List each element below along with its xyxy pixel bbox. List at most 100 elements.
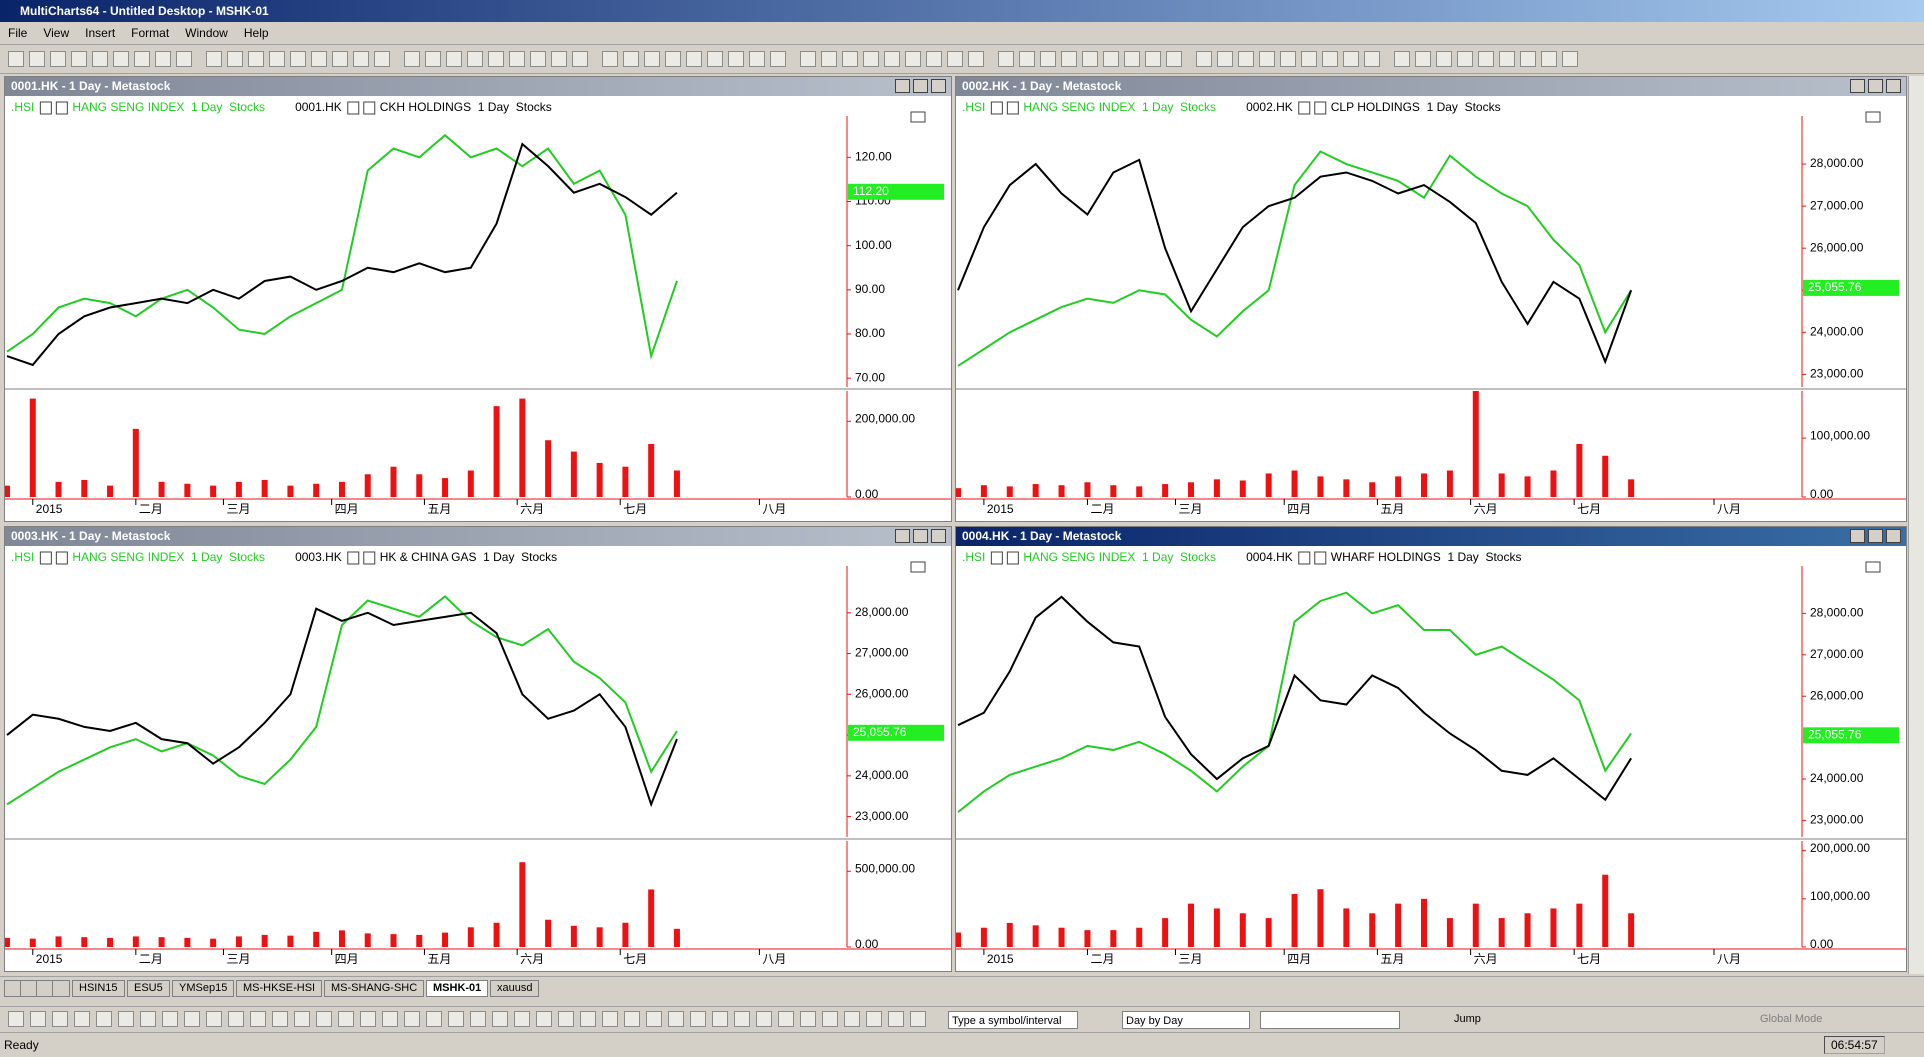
- toolbar-button[interactable]: [1124, 51, 1140, 67]
- draw-tool[interactable]: [888, 1011, 904, 1027]
- toolbar-button[interactable]: [1040, 51, 1056, 67]
- toolbar-button[interactable]: [1301, 51, 1317, 67]
- toolbar-button[interactable]: [1478, 51, 1494, 67]
- toolbar-button[interactable]: [800, 51, 816, 67]
- toolbar-button[interactable]: [530, 51, 546, 67]
- toolbar-button[interactable]: [1238, 51, 1254, 67]
- draw-tool[interactable]: [338, 1011, 354, 1027]
- toolbar-button[interactable]: [227, 51, 243, 67]
- menu-item[interactable]: Insert: [85, 26, 116, 40]
- toolbar-button[interactable]: [1259, 51, 1275, 67]
- toolbar-button[interactable]: [551, 51, 567, 67]
- toolbar-button[interactable]: [1364, 51, 1380, 67]
- toolbar-button[interactable]: [311, 51, 327, 67]
- draw-tool[interactable]: [602, 1011, 618, 1027]
- toolbar-button[interactable]: [947, 51, 963, 67]
- toolbar-button[interactable]: [623, 51, 639, 67]
- window-button[interactable]: [931, 79, 946, 93]
- toolbar-button[interactable]: [1082, 51, 1098, 67]
- toolbar-button[interactable]: [644, 51, 660, 67]
- toolbar-button[interactable]: [1499, 51, 1515, 67]
- toolbar-button[interactable]: [290, 51, 306, 67]
- toolbar-button[interactable]: [1061, 51, 1077, 67]
- draw-tool[interactable]: [668, 1011, 684, 1027]
- window-button[interactable]: [1868, 529, 1883, 543]
- toolbar-button[interactable]: [1166, 51, 1182, 67]
- toolbar-button[interactable]: [884, 51, 900, 67]
- draw-tool[interactable]: [822, 1011, 838, 1027]
- menu-item[interactable]: Format: [131, 26, 170, 40]
- draw-tool[interactable]: [756, 1011, 772, 1027]
- toolbar-button[interactable]: [1520, 51, 1536, 67]
- toolbar-button[interactable]: [1415, 51, 1431, 67]
- draw-tool[interactable]: [624, 1011, 640, 1027]
- draw-tool[interactable]: [228, 1011, 244, 1027]
- toolbar-button[interactable]: [968, 51, 984, 67]
- toolbar-button[interactable]: [1217, 51, 1233, 67]
- draw-tool[interactable]: [162, 1011, 178, 1027]
- toolbar-button[interactable]: [50, 51, 66, 67]
- window-button[interactable]: [913, 529, 928, 543]
- draw-tool[interactable]: [52, 1011, 68, 1027]
- draw-tool[interactable]: [206, 1011, 222, 1027]
- menu-item[interactable]: Window: [185, 26, 228, 40]
- draw-tool[interactable]: [536, 1011, 552, 1027]
- sheet-tab[interactable]: YMSep15: [172, 980, 235, 997]
- window-button[interactable]: [1850, 79, 1865, 93]
- sheet-tab[interactable]: MS-SHANG-SHC: [324, 980, 425, 997]
- sheet-tab[interactable]: MSHK-01: [426, 980, 489, 997]
- toolbar-button[interactable]: [770, 51, 786, 67]
- window-button[interactable]: [1886, 79, 1901, 93]
- toolbar-button[interactable]: [602, 51, 618, 67]
- toolbar-button[interactable]: [1394, 51, 1410, 67]
- menu-item[interactable]: View: [43, 26, 70, 40]
- tab-nav[interactable]: [52, 980, 70, 997]
- toolbar-button[interactable]: [176, 51, 192, 67]
- sheet-tab[interactable]: ESU5: [127, 980, 170, 997]
- draw-tool[interactable]: [492, 1011, 508, 1027]
- draw-tool[interactable]: [558, 1011, 574, 1027]
- draw-tool[interactable]: [778, 1011, 794, 1027]
- toolbar-button[interactable]: [1322, 51, 1338, 67]
- toolbar-button[interactable]: [269, 51, 285, 67]
- window-button[interactable]: [1850, 529, 1865, 543]
- toolbar-button[interactable]: [155, 51, 171, 67]
- draw-tool[interactable]: [118, 1011, 134, 1027]
- draw-tool[interactable]: [448, 1011, 464, 1027]
- draw-tool[interactable]: [360, 1011, 376, 1027]
- draw-tool[interactable]: [30, 1011, 46, 1027]
- draw-tool[interactable]: [8, 1011, 24, 1027]
- toolbar-button[interactable]: [71, 51, 87, 67]
- draw-tool[interactable]: [514, 1011, 530, 1027]
- window-button[interactable]: [895, 79, 910, 93]
- draw-tool[interactable]: [272, 1011, 288, 1027]
- draw-tool[interactable]: [734, 1011, 750, 1027]
- chart-window[interactable]: 0001.HK - 1 Day - Metastock .HSI HANG SENG…: [4, 76, 952, 522]
- scrollbar[interactable]: [1908, 76, 1924, 974]
- chart-window[interactable]: 0004.HK - 1 Day - Metastock .HSI HANG SENG…: [955, 526, 1907, 972]
- toolbar-button[interactable]: [863, 51, 879, 67]
- toolbar-button[interactable]: [842, 51, 858, 67]
- jump-button[interactable]: Jump: [1454, 1013, 1481, 1025]
- sheet-tab[interactable]: xauusd: [490, 980, 540, 997]
- toolbar-button[interactable]: [206, 51, 222, 67]
- chart-window[interactable]: 0003.HK - 1 Day - Metastock .HSI HANG SENG…: [4, 526, 952, 972]
- window-button[interactable]: [1886, 529, 1901, 543]
- draw-tool[interactable]: [712, 1011, 728, 1027]
- draw-tool[interactable]: [74, 1011, 90, 1027]
- toolbar-button[interactable]: [134, 51, 150, 67]
- toolbar-button[interactable]: [728, 51, 744, 67]
- menu-item[interactable]: Help: [243, 26, 269, 40]
- draw-tool[interactable]: [800, 1011, 816, 1027]
- toolbar-button[interactable]: [926, 51, 942, 67]
- sheet-tab[interactable]: MS-HKSE-HSI: [236, 980, 323, 997]
- toolbar-button[interactable]: [572, 51, 588, 67]
- toolbar-button[interactable]: [488, 51, 504, 67]
- toolbar-button[interactable]: [425, 51, 441, 67]
- menu-item[interactable]: File: [8, 26, 28, 40]
- draw-tool[interactable]: [646, 1011, 662, 1027]
- toolbar-button[interactable]: [446, 51, 462, 67]
- toolbar-button[interactable]: [404, 51, 420, 67]
- draw-tool[interactable]: [910, 1011, 926, 1027]
- toolbar-button[interactable]: [1541, 51, 1557, 67]
